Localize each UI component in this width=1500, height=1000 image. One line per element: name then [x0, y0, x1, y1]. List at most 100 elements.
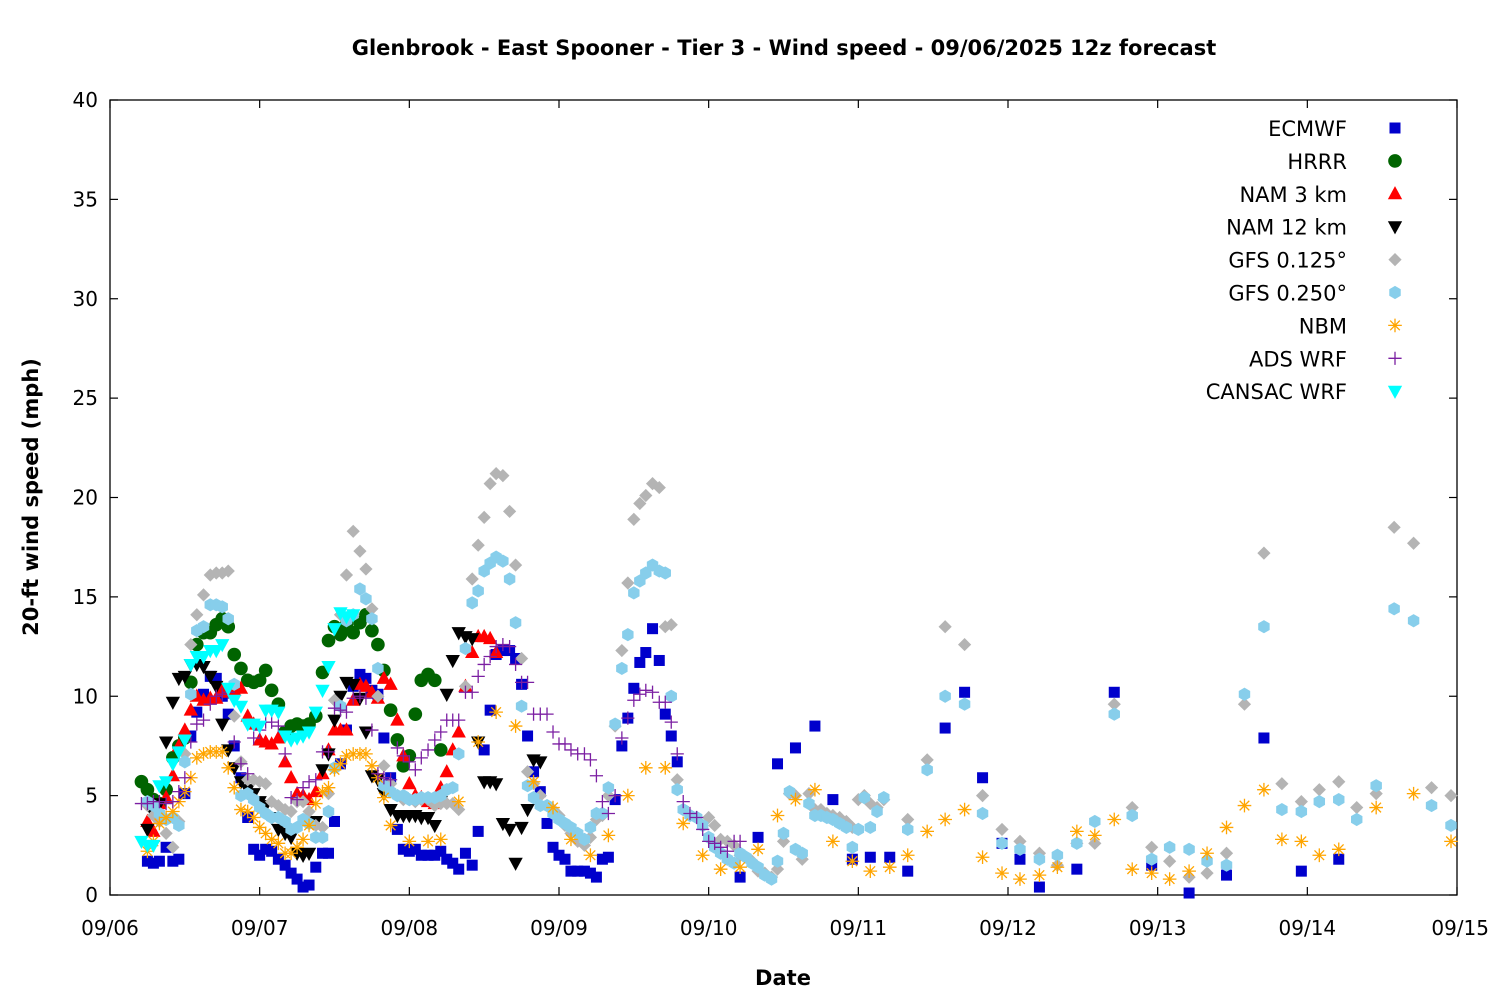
data-point-nbm	[321, 780, 336, 795]
data-point-gfs-0-250	[840, 820, 853, 835]
legend-label-cansac-wrf: CANSAC WRF	[1206, 380, 1347, 404]
data-point-nam-3-km	[271, 730, 286, 744]
data-point-gfs-0-250	[846, 840, 859, 854]
data-point-gfs-0-250	[878, 791, 890, 805]
data-point-ecmwf	[1295, 865, 1307, 877]
data-point-ecmwf	[772, 758, 784, 770]
data-point-ecmwf	[959, 686, 971, 698]
data-point-gfs-0-250	[671, 783, 683, 797]
data-point-nam-3-km	[183, 702, 198, 716]
data-point-ads-wrf	[271, 719, 285, 733]
data-point-ecmwf	[1333, 853, 1345, 865]
y-axis-title: 20-ft wind speed (mph)	[19, 358, 43, 636]
data-point-gfs-0-250	[864, 820, 877, 835]
data-point-gfs-0-125	[901, 812, 915, 827]
data-point-ecmwf	[260, 843, 272, 855]
data-point-nbm	[808, 782, 822, 797]
x-tick-label: 09/15	[1431, 916, 1489, 940]
data-point-gfs-0-250	[366, 612, 378, 626]
data-point-nbm	[920, 824, 934, 839]
data-point-nam-3-km	[233, 680, 249, 694]
data-point-ads-wrf	[465, 685, 479, 699]
data-point-ads-wrf	[384, 773, 398, 787]
data-point-ads-wrf	[670, 747, 684, 761]
data-point-nbm	[196, 747, 211, 761]
data-point-gfs-0-250	[447, 781, 459, 795]
data-point-gfs-0-125	[296, 794, 310, 809]
data-point-gfs-0-250	[921, 763, 933, 777]
series-cansac-wrf	[134, 607, 361, 854]
data-point-nam-3-km	[358, 678, 374, 692]
data-point-gfs-0-250	[1071, 836, 1083, 850]
data-point-gfs-0-250	[640, 566, 652, 580]
data-point-gfs-0-250	[1014, 842, 1026, 856]
y-tick-label: 0	[85, 883, 98, 907]
data-point-ecmwf	[565, 865, 577, 877]
data-point-gfs-0-125	[975, 789, 990, 803]
data-point-nbm	[975, 850, 990, 865]
data-point-gfs-0-125	[278, 802, 292, 817]
legend-marker-cansac-wrf	[1387, 385, 1403, 399]
x-tick-label: 09/08	[381, 916, 439, 940]
data-point-nbm	[159, 810, 173, 825]
data-point-cansac-wrf	[177, 734, 192, 748]
data-point-nbm	[1144, 866, 1159, 880]
data-point-ads-wrf	[365, 723, 379, 737]
data-point-ads-wrf	[608, 789, 622, 803]
data-point-ecmwf	[285, 867, 297, 879]
data-point-hrrr	[252, 673, 267, 688]
y-tick-label: 15	[73, 585, 98, 609]
data-point-nbm	[1331, 842, 1346, 857]
data-point-nbm	[421, 834, 435, 849]
data-point-cansac-wrf	[277, 730, 293, 744]
data-point-ecmwf	[141, 855, 153, 867]
data-point-nbm	[1275, 832, 1289, 847]
data-point-gfs-0-250	[360, 592, 372, 606]
data-point-ecmwf	[391, 823, 403, 835]
data-point-nam-3-km	[390, 712, 405, 726]
data-point-nbm	[258, 826, 273, 841]
x-tick-label: 09/09	[530, 916, 588, 940]
data-point-gfs-0-125	[583, 830, 598, 844]
data-point-gfs-0-250	[179, 755, 191, 769]
legend-label-ecmwf: ECMWF	[1268, 117, 1347, 141]
data-point-ads-wrf	[664, 715, 678, 729]
data-point-nam-3-km	[439, 764, 454, 778]
data-point-ads-wrf	[577, 747, 592, 761]
data-point-gfs-0-250	[1145, 852, 1158, 866]
data-point-nam-3-km	[339, 722, 354, 736]
data-point-gfs-0-250	[1370, 779, 1382, 793]
data-point-ads-wrf	[346, 691, 360, 705]
data-point-nbm	[751, 842, 765, 857]
data-point-nbm	[882, 860, 897, 874]
data-point-ecmwf	[616, 740, 628, 752]
data-point-cansac-wrf	[233, 700, 249, 714]
data-point-ecmwf	[354, 668, 366, 680]
data-point-nbm	[1107, 812, 1122, 827]
data-point-gfs-0-125	[652, 480, 666, 495]
data-point-nbm	[333, 757, 348, 771]
data-point-cansac-wrf	[171, 746, 186, 760]
data-point-ads-wrf	[359, 691, 373, 705]
data-point-gfs-0-250	[1407, 614, 1420, 628]
data-point-ecmwf	[210, 672, 222, 684]
data-point-ecmwf	[453, 863, 465, 875]
data-point-gfs-0-250	[602, 781, 615, 795]
data-point-nam-12-km	[140, 823, 155, 838]
data-point-gfs-0-125	[190, 608, 204, 622]
data-point-ecmwf	[478, 744, 490, 756]
data-point-gfs-0-250	[1126, 808, 1138, 823]
data-point-gfs-0-250	[1276, 802, 1288, 817]
data-point-gfs-0-250	[1258, 620, 1270, 634]
data-point-gfs-0-250	[466, 596, 478, 610]
data-point-gfs-0-125	[851, 793, 865, 807]
data-point-ads-wrf	[333, 703, 348, 717]
data-point-gfs-0-125	[221, 564, 235, 578]
data-point-nbm	[1219, 820, 1234, 835]
data-point-nbm	[658, 760, 673, 775]
data-point-ecmwf	[297, 881, 309, 893]
data-point-ecmwf	[1221, 869, 1233, 881]
data-point-ads-wrf	[234, 757, 248, 771]
data-point-gfs-0-125	[259, 777, 273, 791]
